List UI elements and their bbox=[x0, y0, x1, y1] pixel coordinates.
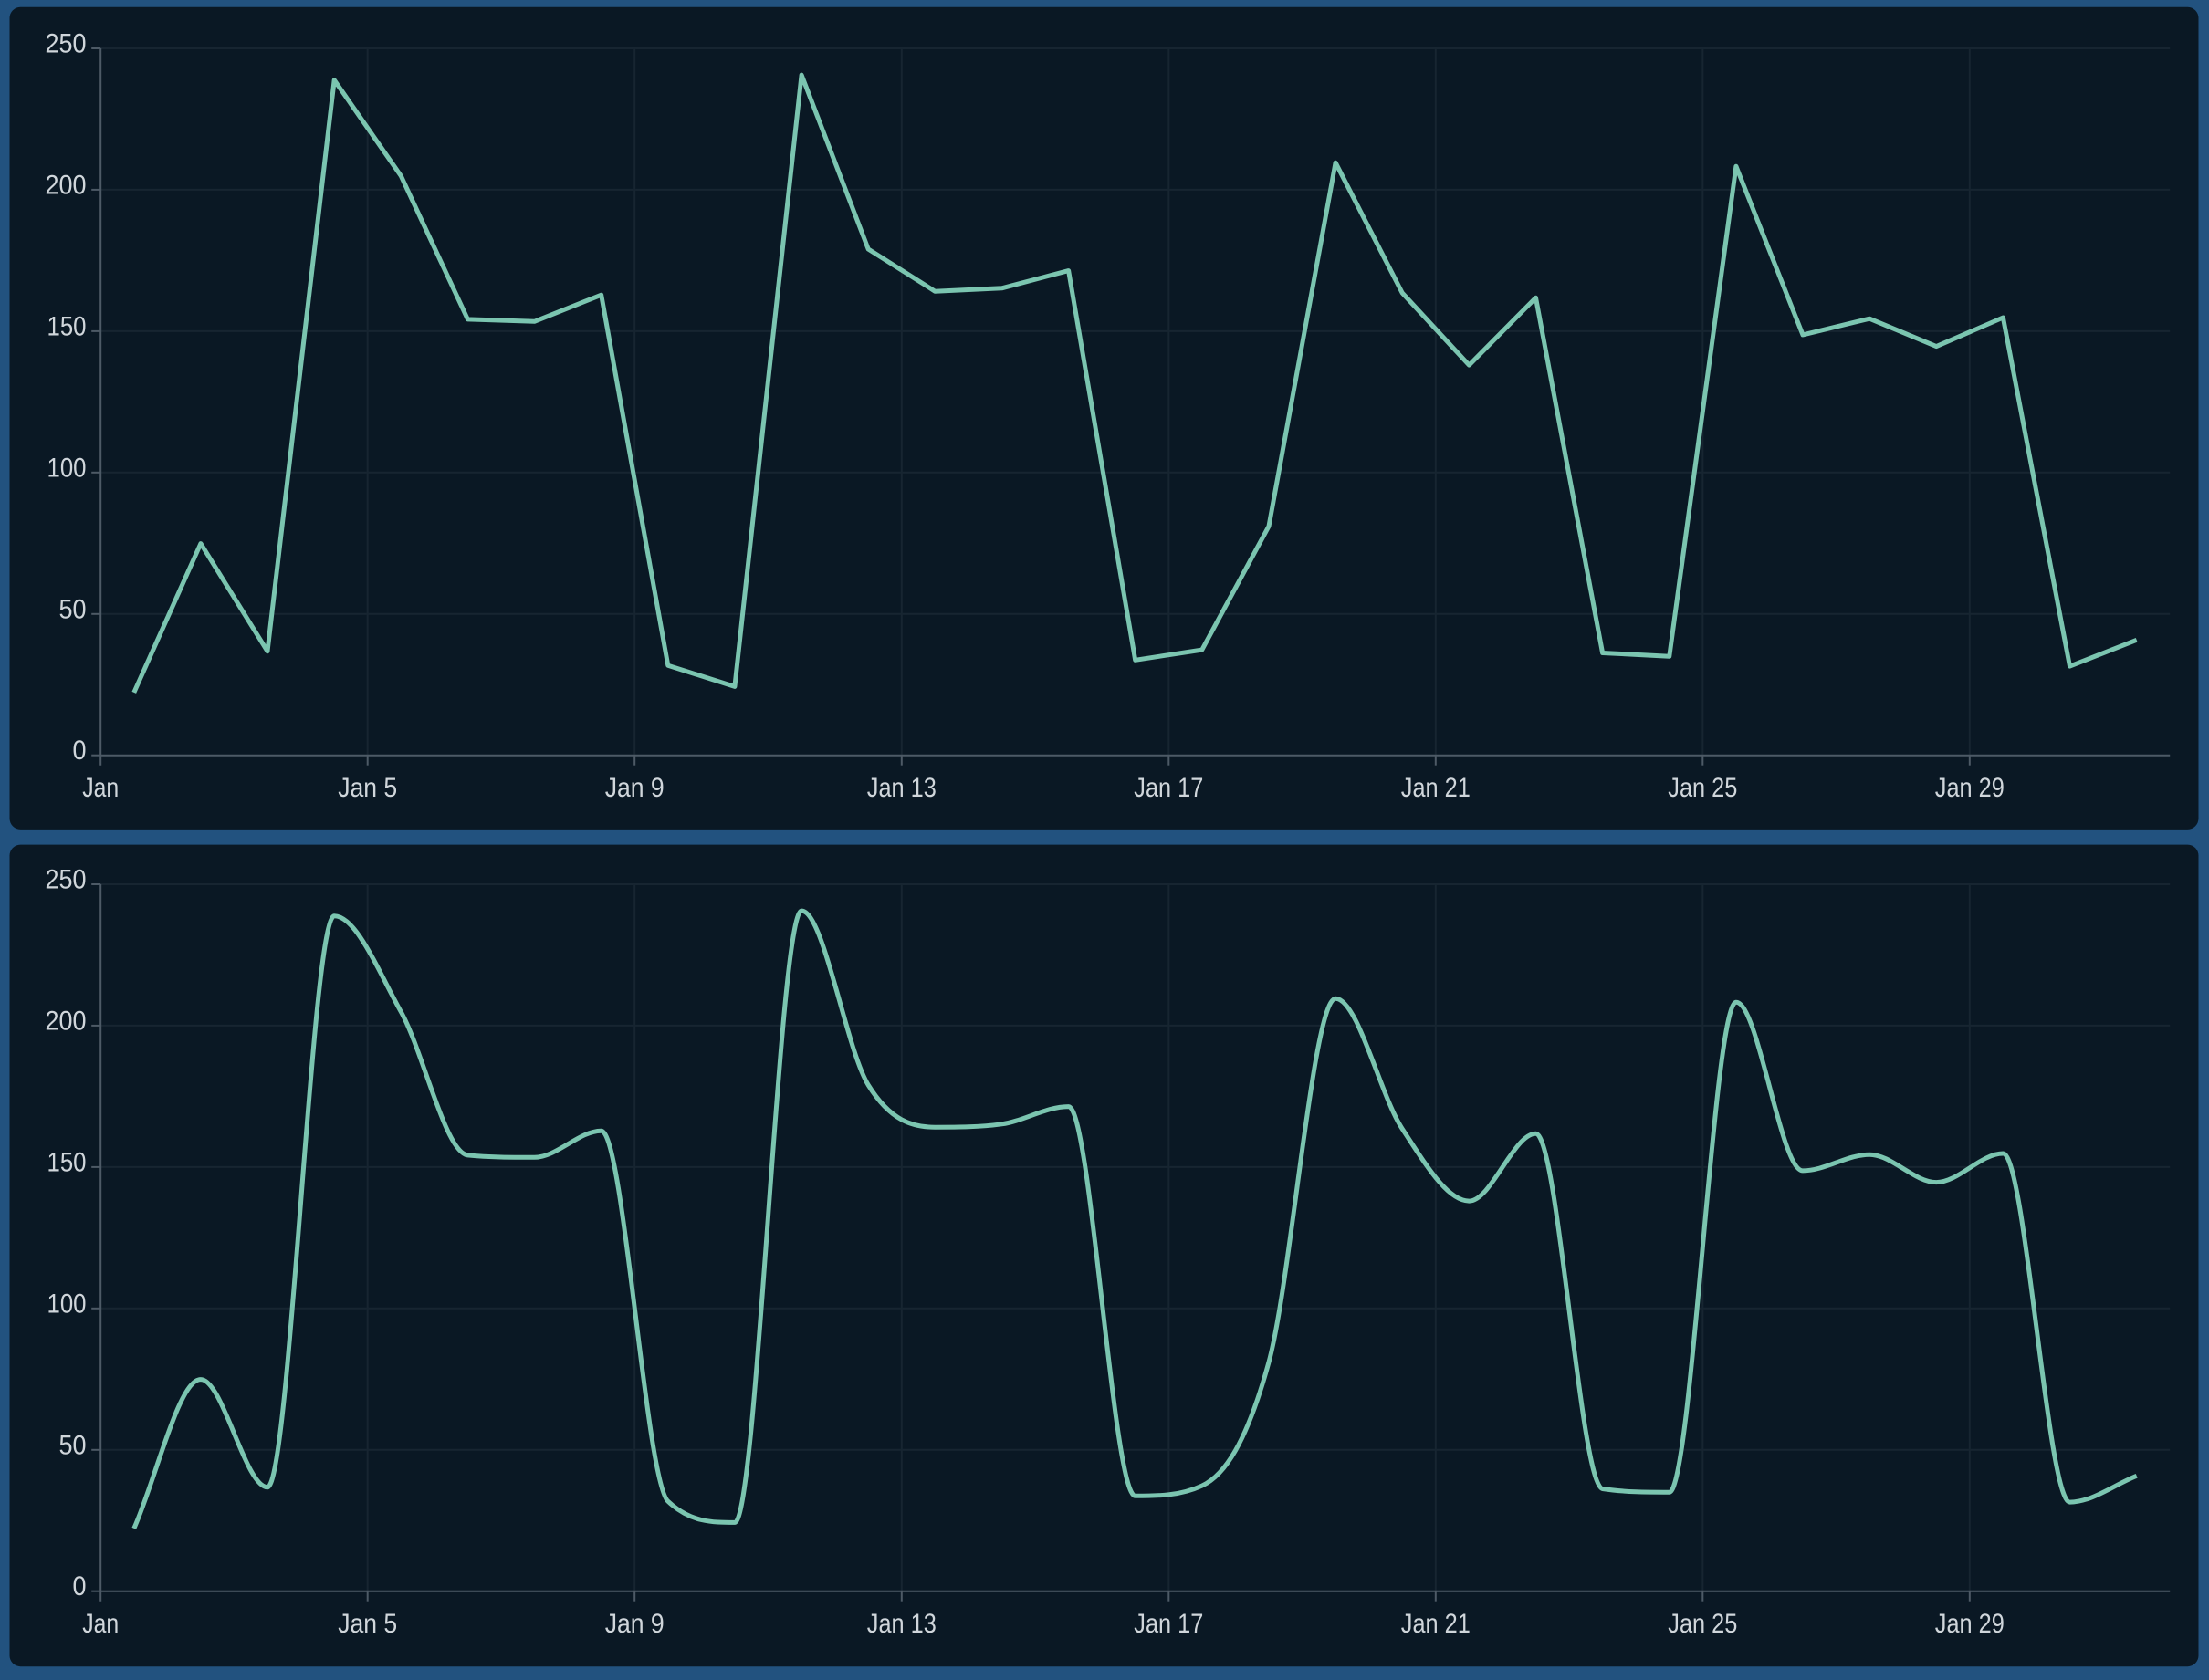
svg-text:Jan 25: Jan 25 bbox=[1668, 773, 1737, 803]
svg-text:Jan 25: Jan 25 bbox=[1668, 1609, 1737, 1639]
svg-text:50: 50 bbox=[59, 594, 87, 624]
svg-text:Jan 13: Jan 13 bbox=[867, 773, 937, 803]
svg-text:Jan 29: Jan 29 bbox=[1935, 773, 2005, 803]
svg-text:0: 0 bbox=[73, 736, 87, 766]
svg-text:150: 150 bbox=[47, 311, 87, 341]
svg-text:250: 250 bbox=[46, 865, 87, 895]
svg-text:200: 200 bbox=[46, 1006, 87, 1036]
svg-text:0: 0 bbox=[73, 1571, 87, 1602]
svg-text:Jan 29: Jan 29 bbox=[1935, 1609, 2005, 1639]
svg-text:200: 200 bbox=[46, 170, 87, 200]
svg-text:Jan 13: Jan 13 bbox=[867, 1609, 937, 1639]
svg-text:Jan 21: Jan 21 bbox=[1401, 773, 1471, 803]
svg-text:Jan 5: Jan 5 bbox=[338, 1609, 397, 1639]
svg-text:Jan: Jan bbox=[82, 1609, 119, 1639]
svg-text:150: 150 bbox=[47, 1147, 87, 1177]
svg-text:Jan 17: Jan 17 bbox=[1134, 1609, 1203, 1639]
svg-text:Jan: Jan bbox=[82, 773, 119, 803]
svg-text:50: 50 bbox=[59, 1430, 87, 1460]
svg-text:Jan 21: Jan 21 bbox=[1401, 1609, 1471, 1639]
svg-text:100: 100 bbox=[47, 1289, 87, 1319]
svg-text:Jan 5: Jan 5 bbox=[338, 773, 397, 803]
svg-text:250: 250 bbox=[46, 29, 87, 59]
svg-text:Jan 9: Jan 9 bbox=[605, 1609, 665, 1639]
svg-text:100: 100 bbox=[47, 453, 87, 483]
svg-text:Jan 9: Jan 9 bbox=[605, 773, 665, 803]
svg-text:Jan 17: Jan 17 bbox=[1134, 773, 1203, 803]
